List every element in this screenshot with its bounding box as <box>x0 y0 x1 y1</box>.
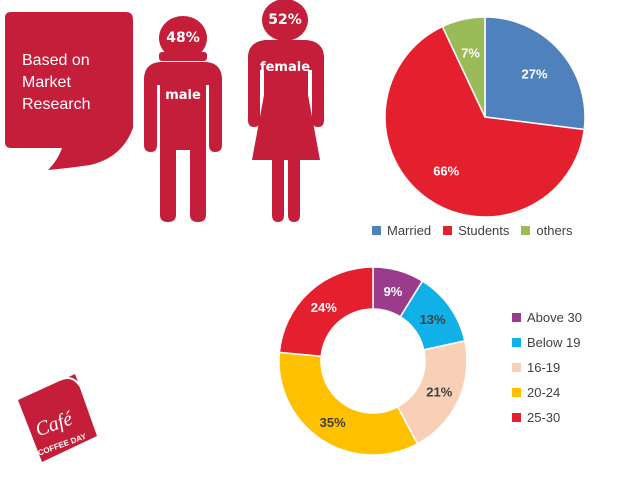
callout-line-3: Research <box>22 96 91 113</box>
callout-line-1: Based on <box>22 52 90 69</box>
pie-slice-married <box>484 16 586 131</box>
legend-label-16-19: 16-19 <box>527 360 561 375</box>
pie-legend: Married Students others <box>372 223 585 238</box>
legend-swatch-20-24 <box>512 388 521 397</box>
legend-label-students: Students <box>458 223 510 238</box>
female-label: female <box>260 60 310 75</box>
legend-swatch-below-19 <box>512 338 521 347</box>
legend-label-others: others <box>536 223 573 238</box>
donut-data-label-25-30: 24% <box>311 300 337 315</box>
pie-slice-others <box>441 16 486 118</box>
callout-line-2: Market <box>22 74 71 91</box>
legend-label-married: Married <box>387 223 432 238</box>
pie-data-label-married: 27% <box>521 66 547 81</box>
legend-item-others: others <box>521 223 573 238</box>
legend-swatch-married <box>372 226 381 235</box>
legend-swatch-students <box>443 226 453 235</box>
cafe-coffee-day-logo: Café COFFEE DAY <box>18 374 97 462</box>
legend-item-25-30: 25-30 <box>512 405 582 430</box>
callout-shape <box>5 12 133 170</box>
male-percent-label: 48% <box>166 30 200 46</box>
legend-swatch-above-30 <box>512 313 521 322</box>
legend-label-25-30: 25-30 <box>527 410 561 425</box>
legend-label-20-24: 20-24 <box>527 385 561 400</box>
legend-item-20-24: 20-24 <box>512 380 582 405</box>
age-group-donut-chart: 9% 13% 21% 35% 24% <box>278 266 468 456</box>
donut-legend: Above 30 Below 19 16-19 20-24 25-30 <box>512 305 582 430</box>
legend-swatch-others <box>521 226 531 235</box>
donut-data-label-20-24: 35% <box>320 415 346 430</box>
legend-item-married: Married <box>372 223 431 238</box>
female-figure-icon <box>248 0 324 222</box>
donut-slice-25-30 <box>278 266 374 358</box>
legend-item-below-19: Below 19 <box>512 330 582 355</box>
pie-data-label-students: 66% <box>433 163 459 178</box>
legend-item-students: Students <box>443 223 509 238</box>
female-percent-label: 52% <box>268 12 302 28</box>
legend-label-above-30: Above 30 <box>527 310 582 325</box>
male-label: male <box>165 88 201 103</box>
donut-slice-20-24 <box>278 351 419 456</box>
pie-slice-students <box>384 25 586 218</box>
pie-data-label-others: 7% <box>461 46 480 61</box>
legend-item-16-19: 16-19 <box>512 355 582 380</box>
legend-swatch-25-30 <box>512 413 521 422</box>
male-figure-icon <box>144 16 222 222</box>
marital-status-pie-chart: 27% 66% 7% <box>384 16 586 218</box>
legend-item-above-30: Above 30 <box>512 305 582 330</box>
legend-label-below-19: Below 19 <box>527 335 581 350</box>
legend-swatch-16-19 <box>512 363 521 372</box>
callout-text: Based on Market Research <box>22 50 132 116</box>
donut-data-label-above-30: 9% <box>384 284 403 299</box>
donut-data-label-below-19: 13% <box>420 312 446 327</box>
donut-data-label-16-19: 21% <box>426 385 452 400</box>
